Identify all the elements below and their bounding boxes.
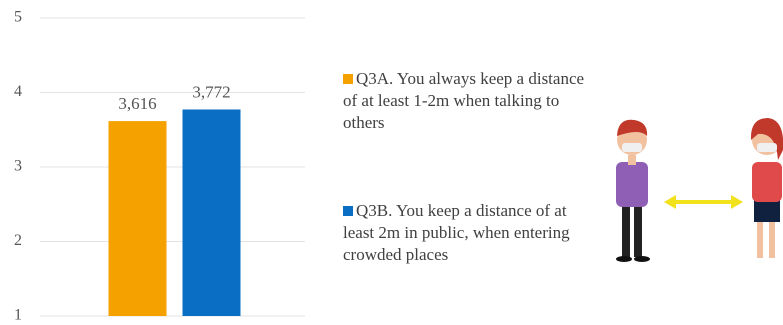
illustration xyxy=(616,118,783,262)
y-tick-label: 5 xyxy=(14,9,22,26)
bar xyxy=(108,121,167,316)
legend-label: Q3B. You keep a distance of at least 2m … xyxy=(343,201,570,264)
value-label: 3,616 xyxy=(118,94,156,113)
legend-swatch xyxy=(343,74,353,84)
y-tick-label: 1 xyxy=(14,307,22,324)
legend-item: Q3A. You always keep a distance of at le… xyxy=(343,68,593,134)
legend-swatch xyxy=(343,206,353,216)
y-tick-label: 2 xyxy=(14,232,22,249)
y-tick-label: 4 xyxy=(14,83,22,100)
y-tick-label: 3 xyxy=(14,158,22,175)
legend-item: Q3B. You keep a distance of at least 2m … xyxy=(343,200,593,266)
bar xyxy=(182,109,241,317)
legend-label: Q3A. You always keep a distance of at le… xyxy=(343,69,585,132)
value-label: 3,772 xyxy=(192,82,230,101)
